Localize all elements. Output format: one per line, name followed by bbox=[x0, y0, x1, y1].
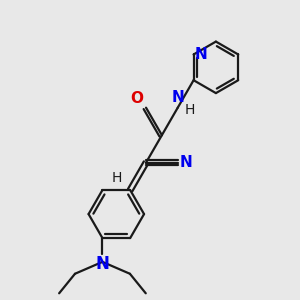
Text: N: N bbox=[171, 90, 184, 105]
Text: H: H bbox=[112, 171, 122, 185]
Text: H: H bbox=[185, 103, 195, 117]
Text: N: N bbox=[195, 47, 207, 62]
Text: N: N bbox=[180, 155, 193, 170]
Text: N: N bbox=[95, 255, 110, 273]
Text: O: O bbox=[130, 91, 143, 106]
